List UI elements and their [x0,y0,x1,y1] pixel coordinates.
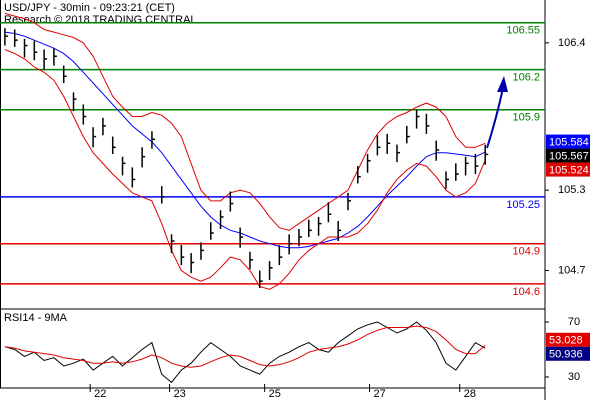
rsi-line [4,325,486,368]
rsi-title: RSI14 - 9MA [4,312,68,324]
overlay-line [4,31,486,249]
level-label: 104.6 [512,286,540,298]
level-label: 104.9 [512,246,540,258]
arrow-shaft [486,87,504,149]
overlay-line [4,12,486,231]
chart-subtitle: Research © 2018 TRADING CENTRAL [4,14,197,26]
y-tick-label: 30 [568,371,580,383]
level-label: 105.25 [506,199,540,211]
value-box [546,346,590,361]
value-box-label: 105.567 [549,150,589,162]
value-box [546,134,590,149]
arrow-head [497,76,508,92]
value-box-label: 50.936 [549,349,583,361]
value-box [546,148,590,163]
x-tick-label: 27 [374,388,386,400]
x-tick-label: 25 [269,388,281,400]
x-tick-label: 28 [464,388,476,400]
overlay-line [4,49,486,290]
x-tick-label: 22 [94,388,106,400]
value-box-label: 105.584 [549,136,589,148]
value-box-label: 105.524 [549,164,589,176]
y-tick-label: 104.7 [558,264,586,276]
level-label: 105.9 [512,112,540,124]
level-label: 106.2 [512,72,540,84]
value-box [546,162,590,177]
x-tick-label: 23 [174,388,186,400]
level-label: 106.55 [506,25,540,37]
value-box-label: 53.028 [549,335,583,347]
y-tick-label: 70 [568,316,580,328]
y-tick-label: 105.3 [558,184,586,196]
value-box [546,332,590,347]
y-tick-label: 106.4 [558,37,586,49]
chart-title: USD/JPY - 30min - 09:23:21 (CET) [4,2,175,14]
forecast-arrow [486,76,508,149]
